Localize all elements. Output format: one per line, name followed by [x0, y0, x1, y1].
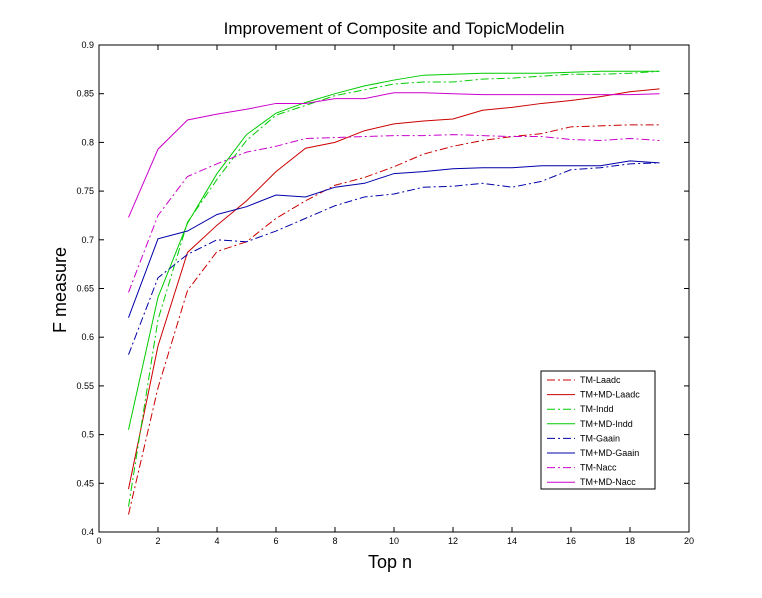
y-tick-label: 0.55 [76, 381, 94, 391]
x-tick-label: 4 [214, 536, 219, 546]
x-axis-label: Top n [368, 552, 412, 572]
legend-entry-label: TM-Nacc [580, 463, 617, 473]
x-tick-label: 8 [332, 536, 337, 546]
y-tick-label: 0.45 [76, 478, 94, 488]
legend-entry-label: TM+MD-Indd [580, 419, 633, 429]
x-tick-label: 12 [448, 536, 458, 546]
y-axis-label: F measure [50, 247, 70, 333]
y-tick-label: 0.6 [81, 332, 94, 342]
x-tick-label: 10 [389, 536, 399, 546]
legend-entry-label: TM-Gaain [580, 433, 620, 443]
x-tick-label: 14 [507, 536, 517, 546]
x-tick-label: 16 [566, 536, 576, 546]
legend: TM-Laadc TM+MD-Laadc TM-Indd TM+MD-Indd TM-G… [541, 371, 655, 489]
x-tick-label: 6 [273, 536, 278, 546]
legend-entry-label: TM+MD-Laadc [580, 390, 640, 400]
x-tick-label: 0 [96, 536, 101, 546]
y-tick-label: 0.65 [76, 284, 94, 294]
x-tick-label: 2 [155, 536, 160, 546]
chart-title: Improvement of Composite and TopicModeli… [224, 19, 565, 38]
y-tick-label: 0.4 [81, 527, 94, 537]
legend-entry-label: TM-Laadc [580, 375, 621, 385]
y-tick-label: 0.75 [76, 186, 94, 196]
y-tick-label: 0.7 [81, 235, 94, 245]
y-tick-label: 0.85 [76, 89, 94, 99]
legend-entry-label: TM-Indd [580, 404, 614, 414]
x-tick-label: 18 [625, 536, 635, 546]
legend-entry-label: TM+MD-Nacc [580, 477, 636, 487]
x-tick-label: 20 [684, 536, 694, 546]
y-tick-label: 0.8 [81, 137, 94, 147]
y-tick-label: 0.5 [81, 430, 94, 440]
legend-entry-label: TM+MD-Gaain [580, 448, 639, 458]
y-tick-label: 0.9 [81, 40, 94, 50]
